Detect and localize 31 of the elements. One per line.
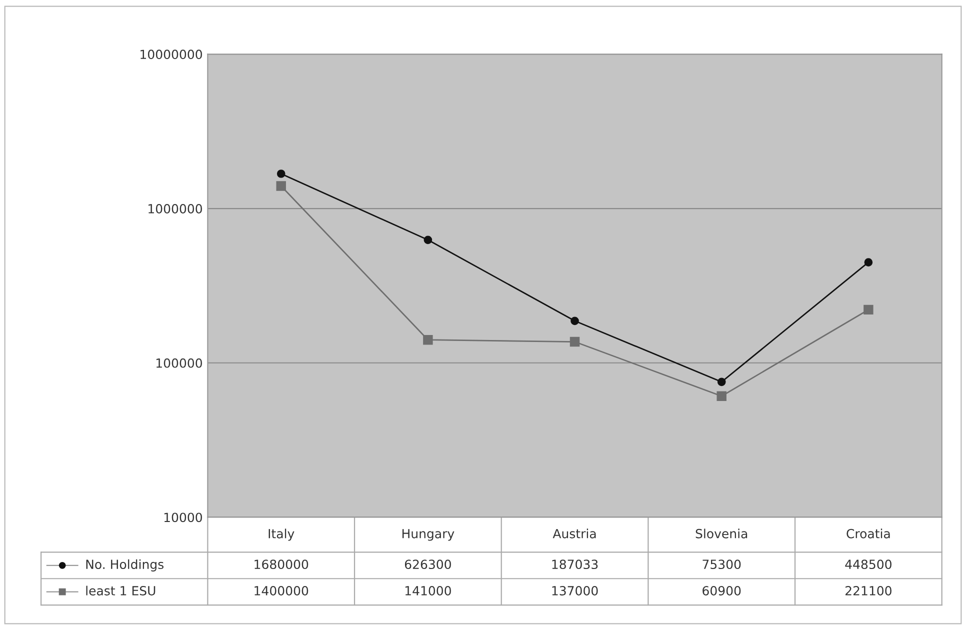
point: [570, 316, 579, 326]
x-tick-label: Slovenia: [696, 528, 748, 538]
y-tick-label: 10000000: [140, 50, 202, 60]
data-label: 1400000: [254, 586, 308, 596]
point: [424, 236, 432, 244]
point: [864, 304, 874, 315]
data-label: 221100: [845, 586, 892, 596]
x-tick-label: Italy: [268, 528, 294, 541]
y-tick-label: 10000: [164, 512, 202, 522]
point: [864, 258, 873, 266]
point: [570, 336, 580, 347]
data-label: 1680000: [254, 560, 308, 570]
data-label: 75300: [702, 560, 741, 570]
x-tick-label: Austria: [552, 528, 596, 538]
point: [717, 378, 726, 386]
data-label: 137000: [552, 586, 598, 596]
data-label: 448500: [845, 560, 892, 570]
data-label: 187033: [552, 560, 598, 570]
point: [716, 391, 726, 401]
y-tick-label: 100000: [156, 358, 202, 368]
y-tick-label: 1000000: [148, 204, 202, 214]
data-label: 626300: [404, 560, 451, 570]
point: [276, 181, 286, 191]
x-tick-label: Hungary: [402, 529, 454, 541]
legend-label: No. Holdings: [86, 559, 164, 572]
legend-label: least 1 ESU: [86, 586, 156, 596]
point: [423, 334, 433, 345]
data-label: 60900: [702, 586, 741, 596]
data-label: 141000: [405, 586, 451, 596]
x-tick-label: Croatia: [846, 528, 890, 538]
point: [276, 170, 286, 178]
